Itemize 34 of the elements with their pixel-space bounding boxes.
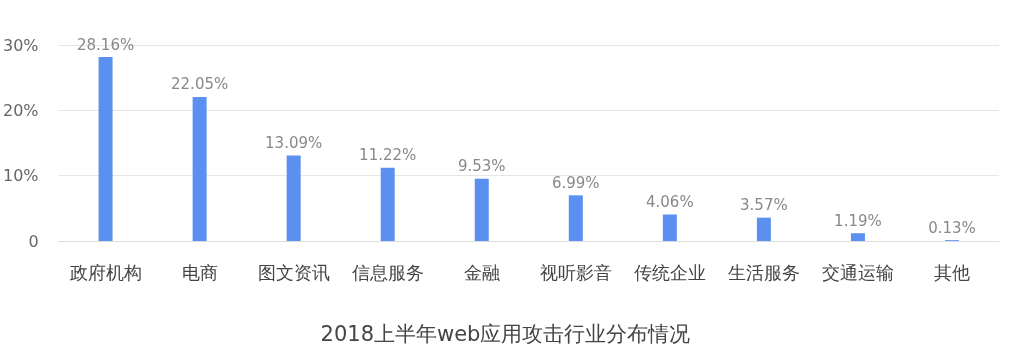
bar [380, 167, 395, 241]
data-label: 3.57% [740, 196, 788, 215]
bar [286, 155, 301, 241]
data-label: 9.53% [457, 157, 506, 176]
y-tick-label: 30% [3, 35, 39, 55]
bar [474, 178, 489, 241]
bar [98, 57, 113, 241]
x-tick-label: 信息服务 [351, 261, 424, 283]
x-tick-label: 传统企业 [633, 261, 706, 283]
bar [756, 217, 771, 241]
x-tick-label: 电商 [181, 261, 218, 283]
data-label: 0.13% [928, 218, 976, 237]
x-tick-label: 视听影音 [539, 261, 612, 283]
x-tick-label: 生活服务 [727, 261, 800, 283]
data-label: 22.05% [171, 75, 229, 94]
data-label: 28.16% [76, 35, 135, 54]
text: 2018上半年web应用攻击行业分布情况 [320, 321, 691, 346]
x-tick-label: 政府机构 [69, 261, 142, 283]
data-label: 1.19% [834, 211, 882, 230]
bar [662, 214, 677, 241]
x-tick-label: 其他 [933, 261, 970, 283]
bar [850, 233, 865, 241]
data-label: 11.22% [359, 146, 417, 165]
y-tick-label: 0 [28, 231, 39, 251]
y-tick-label: 20% [3, 100, 39, 120]
data-label: 4.06% [646, 192, 694, 211]
bar [192, 96, 207, 241]
x-tick-label: 金融 [463, 261, 500, 283]
x-tick-label: 交通运输 [821, 261, 894, 283]
x-tick-label: 图文资讯 [257, 261, 330, 283]
data-label: 13.09% [265, 133, 323, 152]
data-label: 6.99% [551, 173, 600, 192]
y-tick-label: 10% [3, 166, 39, 186]
bar [568, 195, 583, 241]
